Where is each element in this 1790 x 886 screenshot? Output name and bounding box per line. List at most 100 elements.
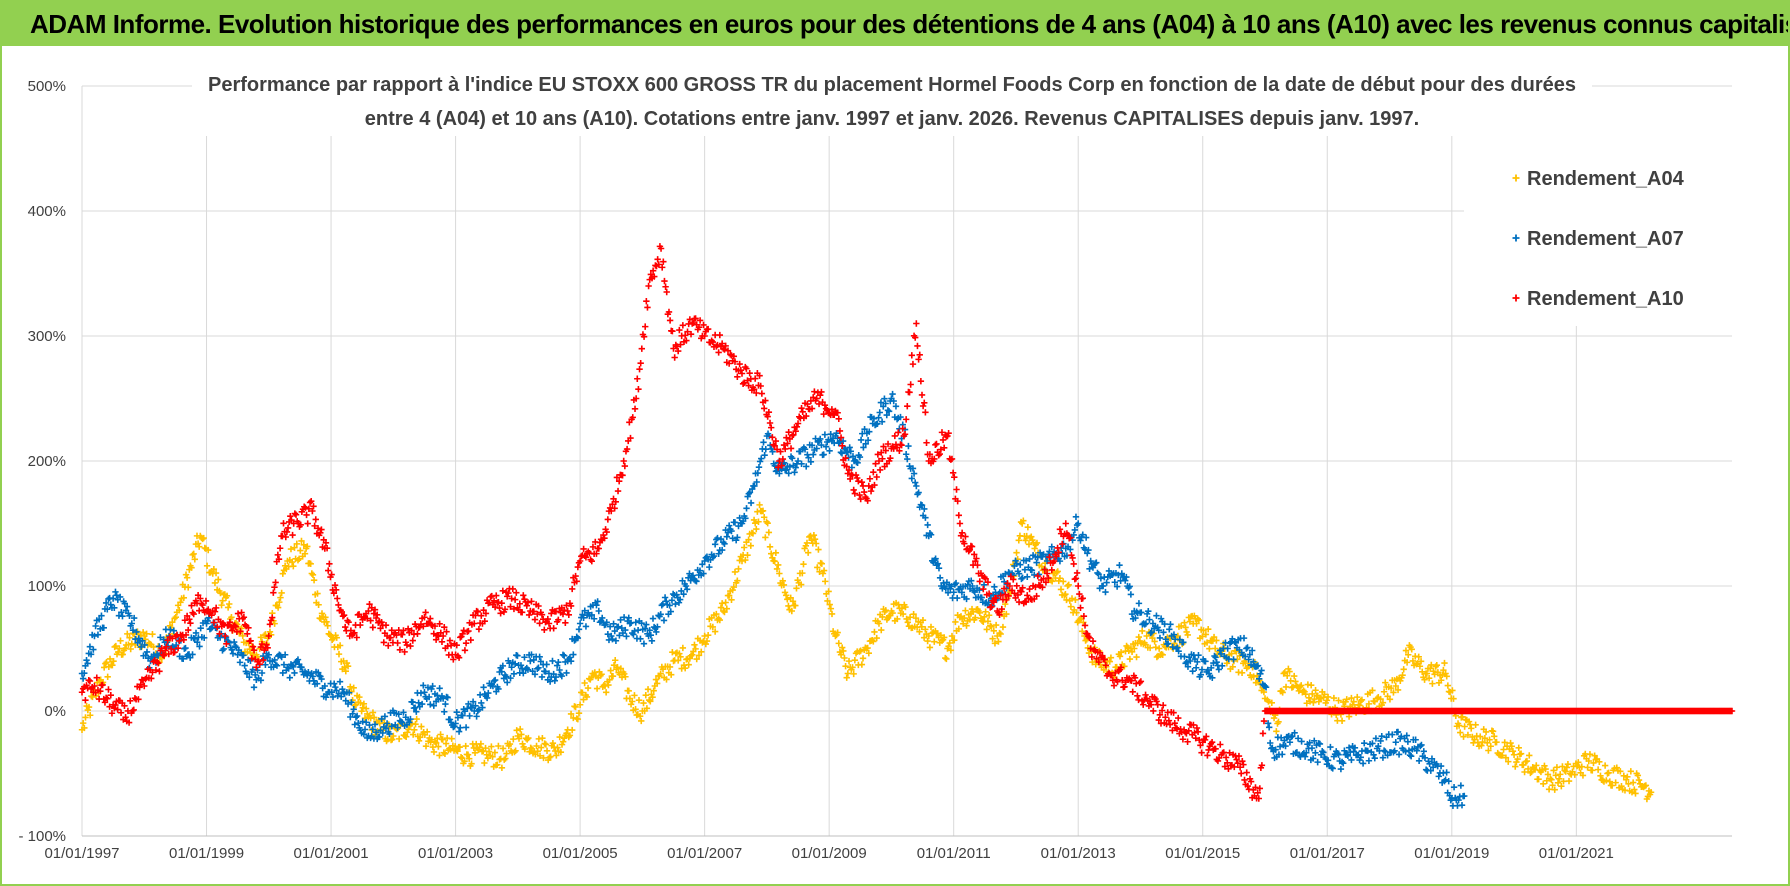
data-point <box>353 634 360 641</box>
data-point <box>537 658 545 665</box>
data-point <box>1337 765 1345 773</box>
data-point <box>106 594 113 602</box>
data-point <box>662 598 670 605</box>
data-point <box>1309 755 1317 762</box>
data-point <box>297 521 304 529</box>
data-point <box>1269 744 1276 752</box>
data-point <box>778 462 785 469</box>
data-point <box>1279 751 1286 758</box>
data-point <box>1087 557 1094 565</box>
data-point <box>340 611 348 619</box>
data-point <box>1190 721 1197 729</box>
data-point <box>1540 780 1547 787</box>
data-point <box>1209 674 1216 681</box>
data-point <box>241 662 248 669</box>
data-point <box>725 592 733 599</box>
data-point <box>1059 540 1066 548</box>
data-point <box>605 507 613 515</box>
data-point <box>237 628 244 635</box>
data-point <box>1482 728 1490 736</box>
data-point <box>360 730 368 738</box>
data-point <box>960 620 967 627</box>
data-point <box>1233 756 1240 763</box>
data-point <box>1175 648 1182 655</box>
data-point <box>745 490 752 497</box>
data-point <box>922 626 929 633</box>
data-point <box>271 584 278 591</box>
data-point <box>344 663 352 670</box>
data-point <box>1282 742 1289 750</box>
data-point <box>585 609 592 617</box>
data-point <box>1281 737 1288 744</box>
data-point <box>786 435 794 443</box>
data-point <box>1077 604 1084 611</box>
data-point <box>1267 739 1274 747</box>
data-point <box>643 621 650 628</box>
data-point <box>800 560 807 568</box>
data-point <box>909 465 917 472</box>
data-point <box>468 621 476 628</box>
data-point <box>534 665 541 672</box>
data-point <box>846 475 854 483</box>
data-point <box>1412 736 1419 743</box>
data-point <box>317 529 324 536</box>
data-point <box>1531 766 1539 773</box>
data-point <box>1097 575 1105 582</box>
data-point <box>593 601 600 609</box>
data-point <box>1127 645 1135 652</box>
data-point <box>259 656 267 664</box>
data-point <box>253 664 260 671</box>
data-point <box>736 514 743 522</box>
data-point <box>660 617 668 624</box>
data-point <box>879 455 886 462</box>
data-point <box>572 572 579 580</box>
data-point <box>1316 740 1324 748</box>
data-point <box>326 560 333 568</box>
data-point <box>1465 718 1473 725</box>
data-point <box>746 489 754 496</box>
data-point <box>126 612 133 620</box>
data-point <box>490 597 498 605</box>
data-point <box>1243 645 1250 652</box>
data-point <box>1416 663 1424 670</box>
data-point <box>584 684 592 692</box>
data-point <box>1221 763 1229 770</box>
data-point <box>835 640 842 647</box>
data-point <box>825 436 832 443</box>
data-point <box>652 676 660 683</box>
data-point <box>1524 765 1532 773</box>
data-point <box>334 595 341 602</box>
x-tick-label: 01/01/2003 <box>418 845 493 862</box>
data-point <box>1439 671 1446 678</box>
data-point <box>1501 739 1508 746</box>
data-point <box>1079 531 1086 538</box>
data-point <box>826 601 833 608</box>
data-point <box>309 673 316 680</box>
data-point <box>1395 751 1403 758</box>
data-point <box>972 614 979 621</box>
data-point <box>1460 733 1467 740</box>
data-point <box>451 723 458 730</box>
data-point <box>185 584 192 591</box>
data-point <box>1392 739 1399 746</box>
data-point <box>1597 772 1604 780</box>
data-point <box>729 586 736 594</box>
data-point <box>190 610 197 618</box>
data-point <box>287 512 294 520</box>
data-point <box>396 646 404 654</box>
data-point <box>1146 644 1154 652</box>
data-point <box>1014 591 1022 599</box>
data-point <box>792 427 799 435</box>
data-point <box>859 482 867 490</box>
data-point <box>1128 648 1136 656</box>
data-point <box>583 693 591 701</box>
data-point <box>816 568 823 575</box>
data-point <box>1078 628 1086 635</box>
data-point <box>447 746 454 753</box>
data-point <box>1369 687 1376 694</box>
data-point <box>631 405 639 413</box>
data-point <box>110 658 117 665</box>
data-point <box>409 699 416 706</box>
data-point <box>851 490 859 497</box>
data-point <box>885 408 893 415</box>
